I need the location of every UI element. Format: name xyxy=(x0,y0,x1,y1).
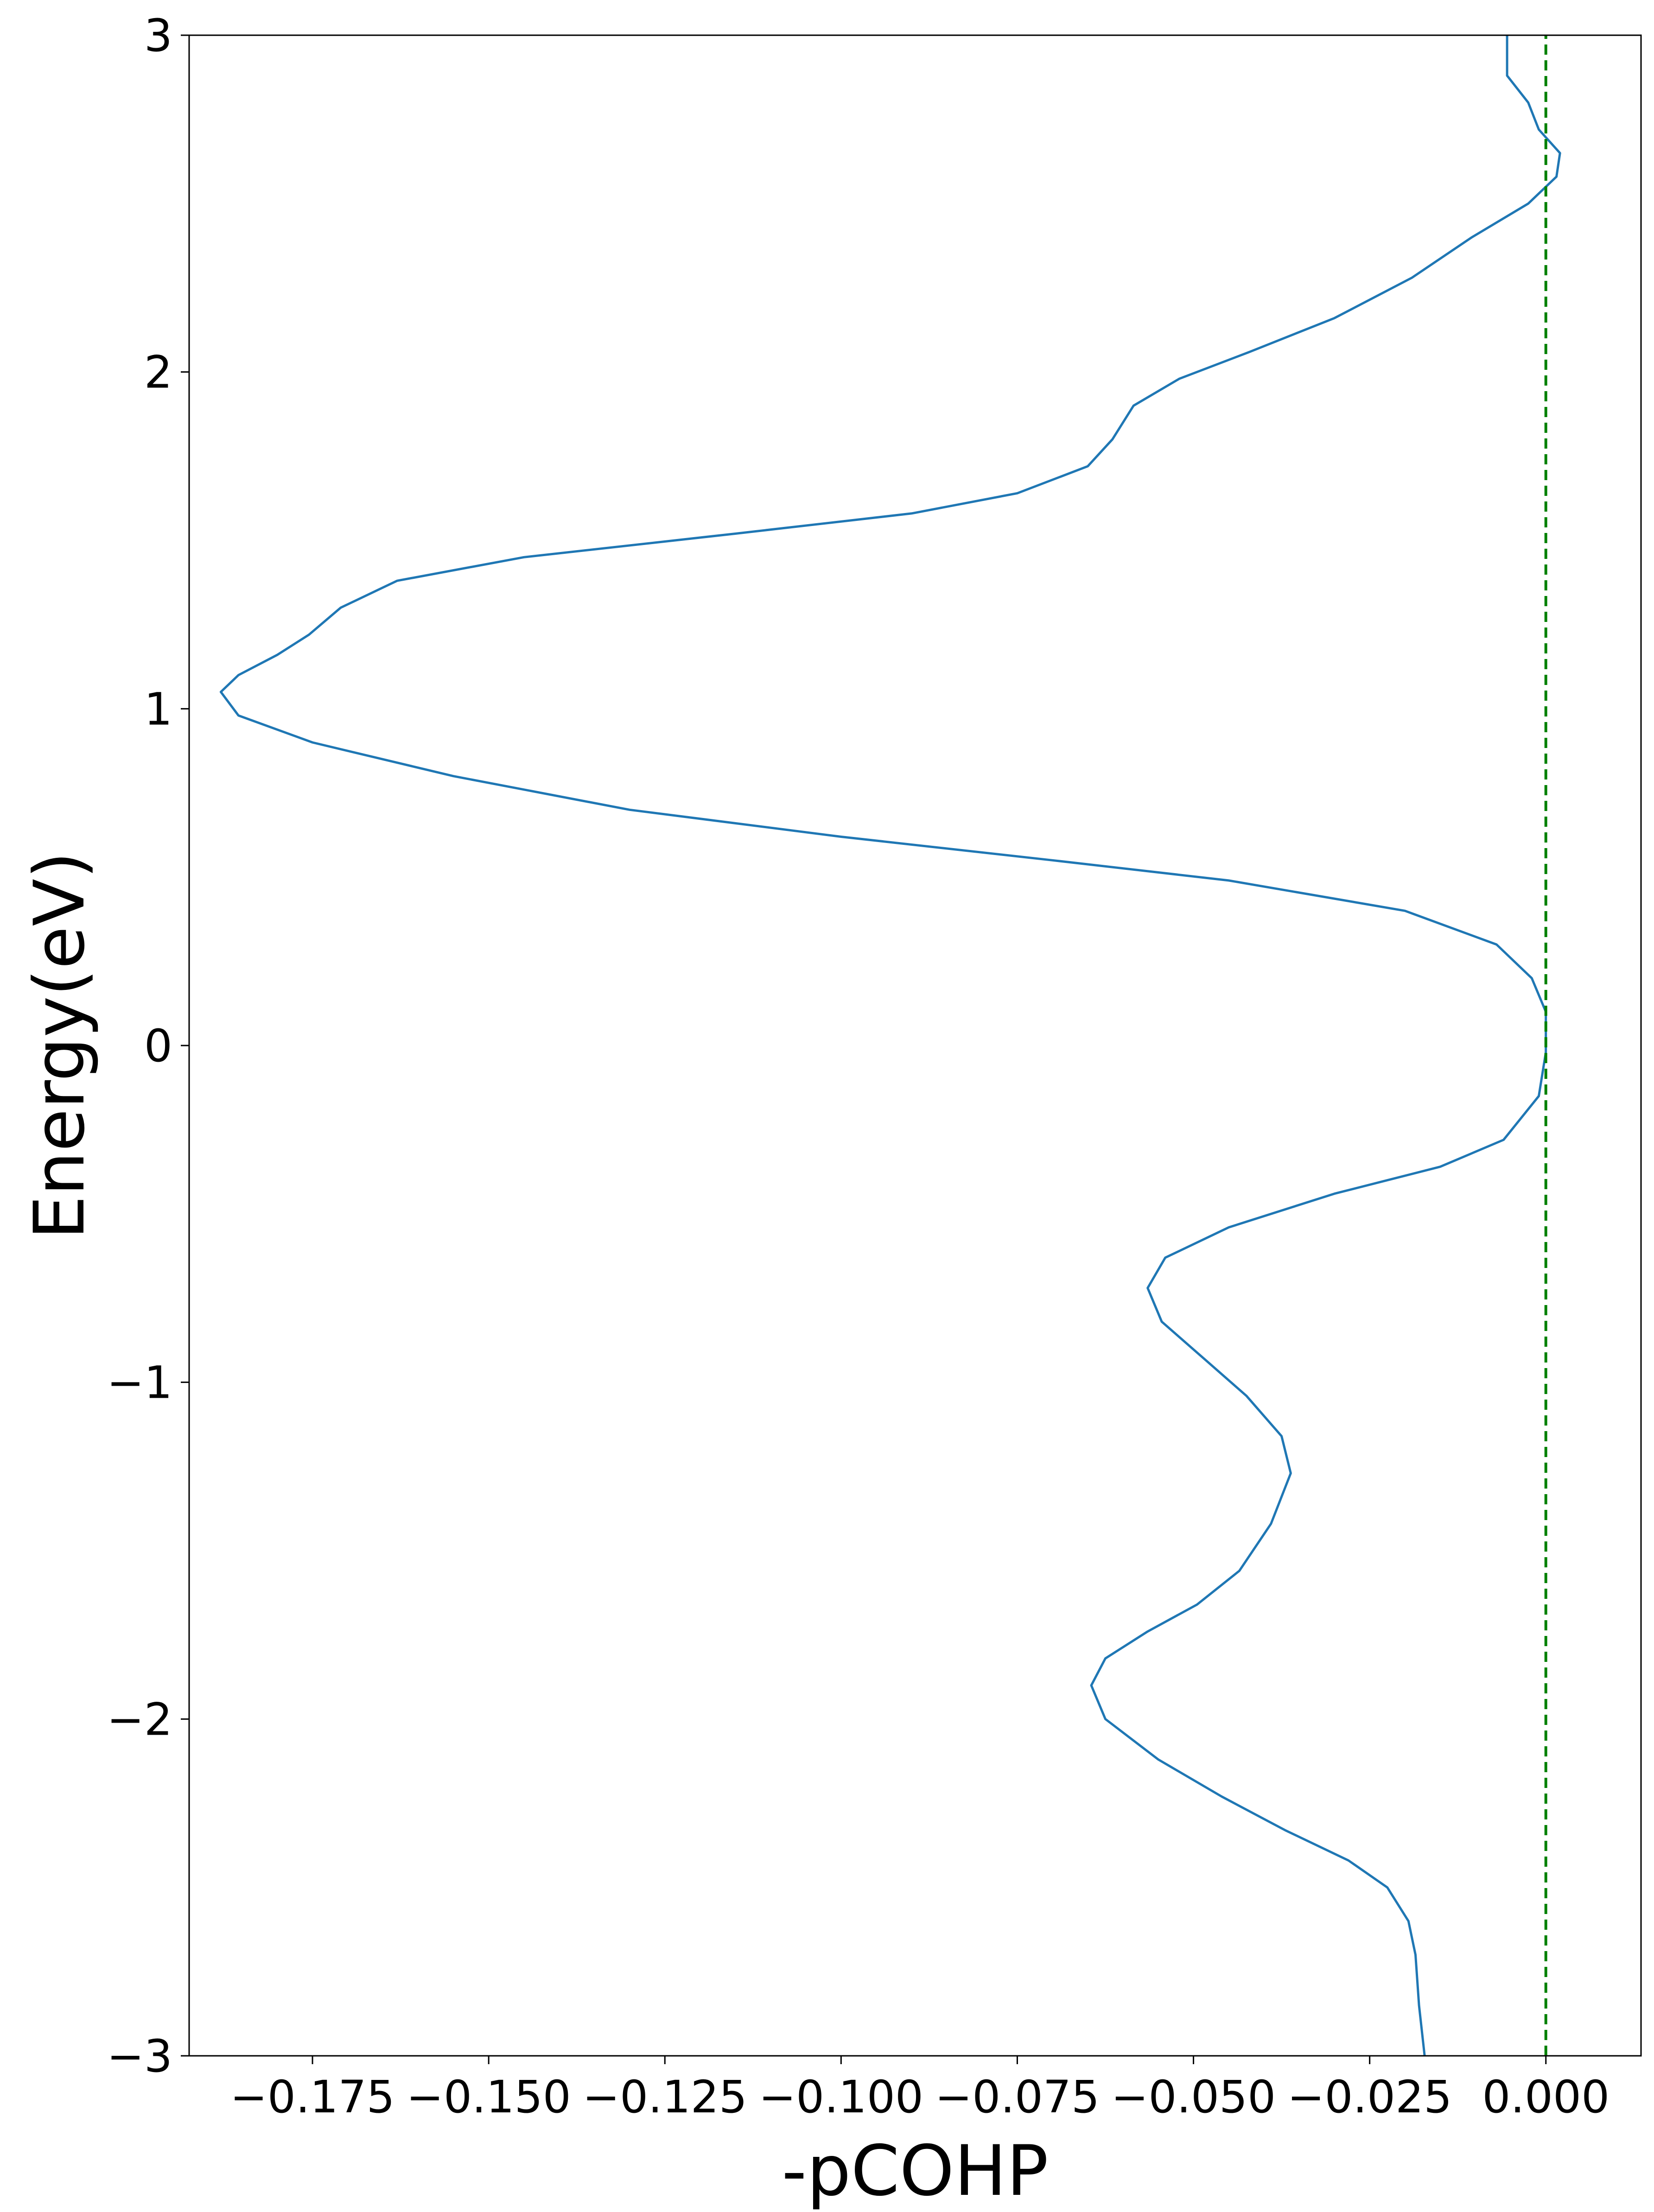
y-tick-label: 3 xyxy=(144,10,172,62)
plot-frame xyxy=(188,34,1642,2057)
y-tick-label: −2 xyxy=(107,1693,172,1745)
x-tick-label: −0.175 xyxy=(230,2071,394,2123)
x-tick-label: −0.075 xyxy=(935,2071,1100,2123)
y-tick-label: −3 xyxy=(107,2030,172,2082)
y-tick-label: 2 xyxy=(144,347,172,399)
x-axis-ticks: −0.175 −0.150 −0.125 −0.100 −0.075 −0.050 −0.0… xyxy=(230,2056,1609,2123)
y-tick-label: −1 xyxy=(107,1357,172,1409)
x-tick-label: −0.050 xyxy=(1111,2071,1276,2123)
x-tick-label: −0.100 xyxy=(759,2071,923,2123)
y-axis-ticks: −3 −2 −1 0 1 2 3 xyxy=(107,10,189,2082)
x-tick-label: 0.000 xyxy=(1482,2071,1609,2123)
x-tick-label: −0.025 xyxy=(1287,2071,1452,2123)
plot-curves xyxy=(219,35,1561,2056)
x-tick-label: −0.150 xyxy=(407,2071,571,2123)
x-tick-label: −0.125 xyxy=(583,2071,747,2123)
y-axis-title: Energy(eV) xyxy=(19,851,100,1239)
y-tick-label: 0 xyxy=(144,1020,172,1072)
x-axis-title: -pCOHP xyxy=(782,2131,1048,2212)
y-tick-label: 1 xyxy=(144,683,172,735)
pcohp-curve xyxy=(219,35,1561,2056)
